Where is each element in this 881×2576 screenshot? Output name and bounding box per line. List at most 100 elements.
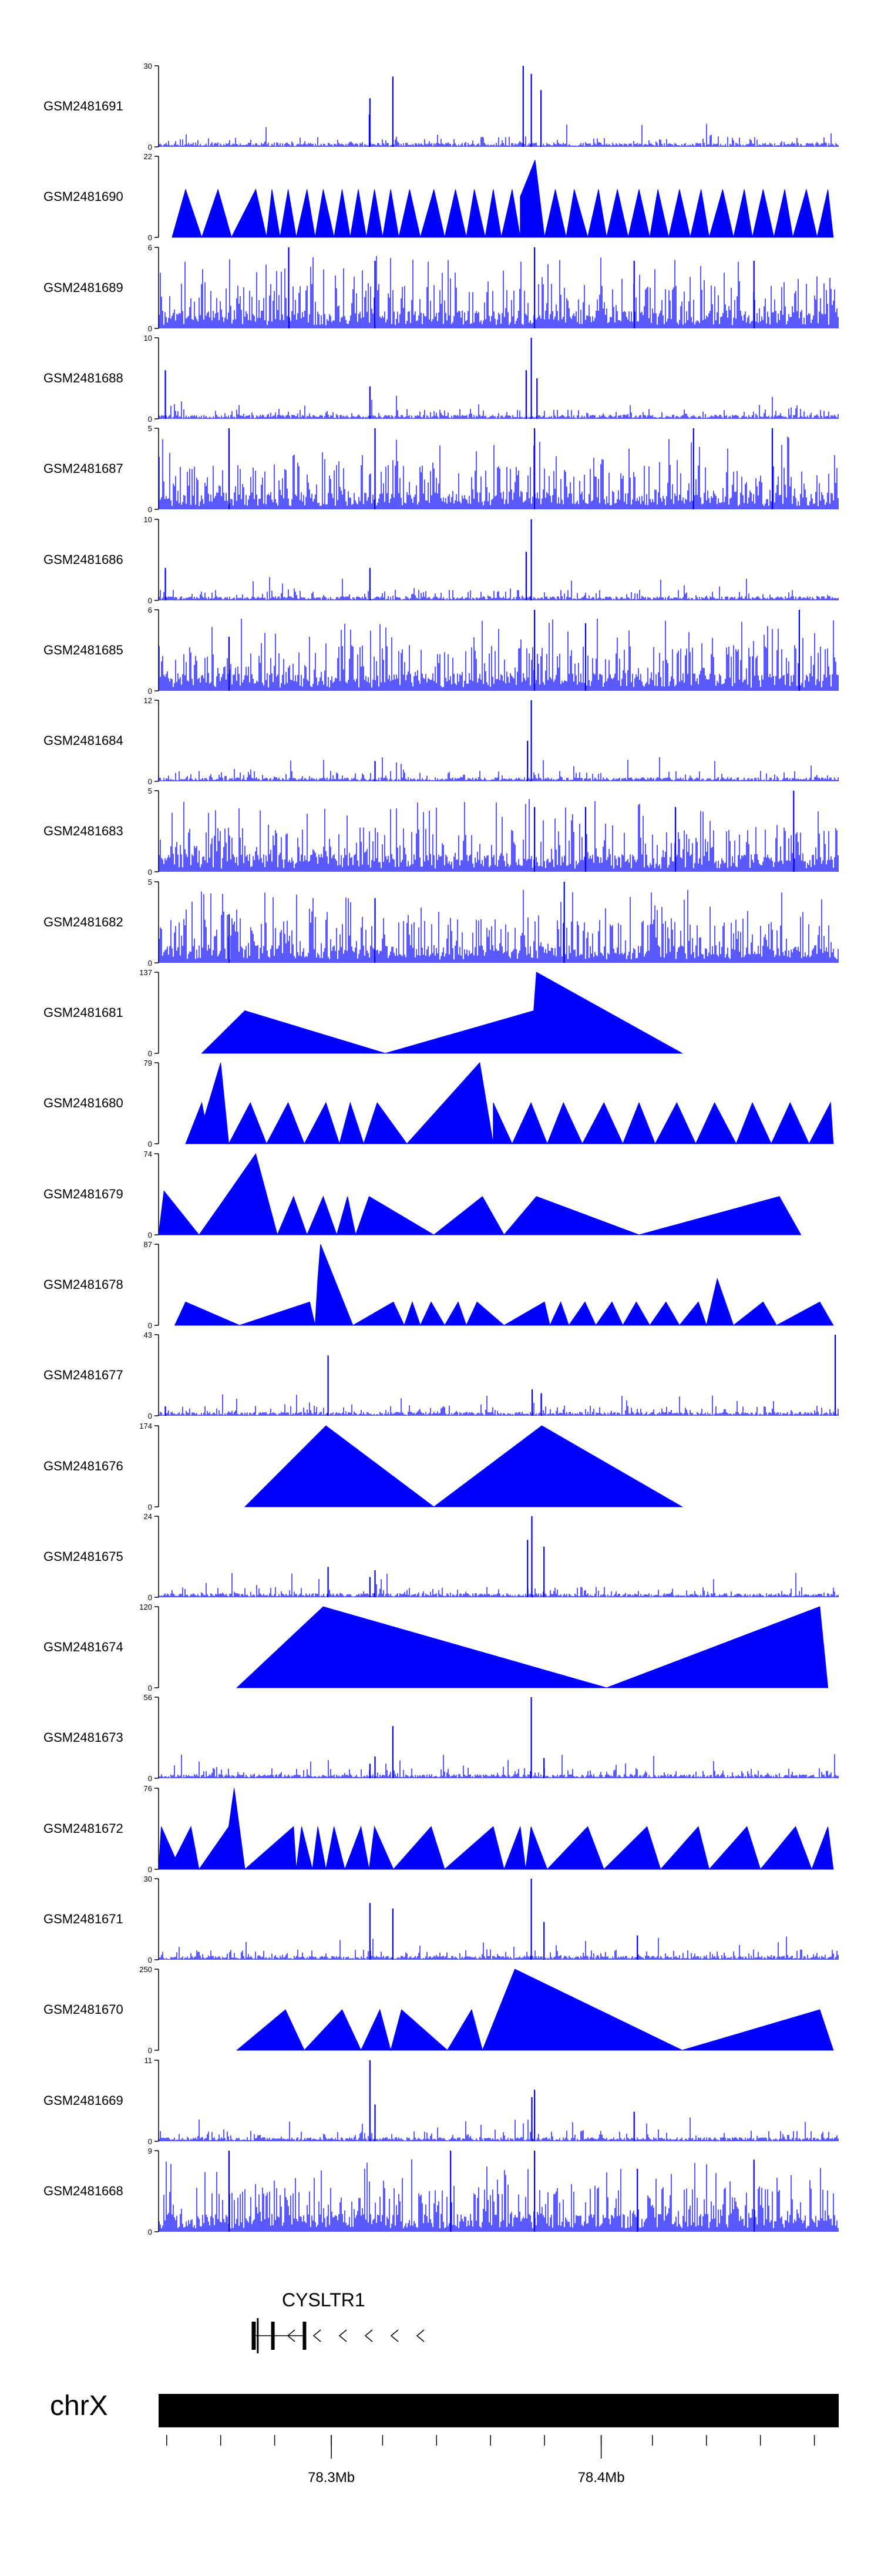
y-min-label: 0 — [148, 1684, 152, 1692]
y-min-label: 0 — [148, 1956, 152, 1964]
strand-arrow-icon — [364, 2329, 373, 2342]
y-max-label: 87 — [144, 1240, 152, 1249]
y-min-label: 0 — [148, 959, 152, 968]
track: GSM2481675 24 0 — [43, 1512, 839, 1602]
track-label: GSM2481682 — [43, 915, 123, 929]
y-max-label: 5 — [148, 787, 152, 795]
y-max-label: 9 — [148, 2147, 152, 2155]
exon — [302, 2322, 307, 2350]
y-min-label: 0 — [148, 596, 152, 605]
y-min-label: 0 — [148, 1049, 152, 1058]
signal-bars — [159, 757, 839, 781]
track-label: GSM2481674 — [43, 1640, 123, 1654]
y-max-label: 43 — [144, 1331, 152, 1339]
y-min-label: 0 — [148, 1412, 152, 1420]
signal-bars — [159, 799, 839, 872]
y-max-label: 22 — [144, 152, 152, 161]
track: GSM2481672 76 0 — [43, 1784, 834, 1874]
signal-bars — [159, 395, 839, 419]
track-label: GSM2481685 — [43, 643, 123, 657]
y-min-label: 0 — [148, 2137, 152, 2146]
track-label: GSM2481680 — [43, 1096, 123, 1110]
y-max-label: 174 — [139, 1422, 152, 1430]
signal-bars — [159, 889, 839, 963]
y-max-label: 12 — [144, 696, 152, 705]
y-max-label: 120 — [139, 1603, 152, 1611]
y-max-label: 76 — [144, 1784, 152, 1793]
signal-area — [236, 1606, 829, 1688]
track-label: GSM2481671 — [43, 1912, 123, 1926]
signal-bars — [159, 2117, 839, 2141]
signal-bars — [159, 2159, 839, 2232]
y-max-label: 79 — [144, 1059, 152, 1067]
y-min-label: 0 — [148, 1503, 152, 1512]
signal-area — [244, 1425, 684, 1507]
signal-bars — [159, 1936, 839, 1960]
signal-bars — [159, 123, 839, 147]
y-min-label: 0 — [148, 324, 152, 333]
y-min-label: 0 — [148, 1774, 152, 1783]
y-min-label: 0 — [148, 1140, 152, 1148]
gene-annotation-track: CYSLTR1 — [251, 2289, 425, 2353]
track-label: GSM2481669 — [43, 2093, 123, 2108]
y-min-label: 0 — [148, 143, 152, 152]
y-max-label: 137 — [139, 968, 152, 977]
strand-arrow-icon — [390, 2329, 399, 2342]
track: GSM2481689 6 0 — [43, 243, 839, 333]
y-max-label: 74 — [144, 1150, 152, 1158]
y-min-label: 0 — [148, 2046, 152, 2055]
track-label: GSM2481681 — [43, 1005, 123, 1020]
chromosome-axis: chrX 78.3Mb 78.4Mb — [50, 2390, 839, 2486]
chromosome-bar — [159, 2394, 839, 2427]
strand-arrow-icon — [287, 2329, 295, 2342]
strand-arrow-icon — [312, 2329, 321, 2342]
signal-area — [201, 972, 684, 1054]
signal-area — [174, 1244, 834, 1326]
exon — [271, 2322, 275, 2350]
axis-tick-label: 78.4Mb — [578, 2470, 625, 2486]
y-max-label: 30 — [144, 62, 152, 70]
signal-area — [158, 1153, 802, 1236]
track: GSM2481688 10 0 — [43, 334, 839, 424]
track: GSM2481687 5 0 — [43, 424, 839, 514]
track-label: GSM2481688 — [43, 371, 123, 385]
track-label: GSM2481678 — [43, 1277, 123, 1292]
signal-bars — [159, 256, 839, 328]
track: GSM2481673 56 0 — [43, 1693, 839, 1783]
y-min-label: 0 — [148, 415, 152, 424]
y-max-label: 11 — [144, 2056, 153, 2065]
signal-bars — [159, 436, 839, 509]
signal-bars — [159, 577, 839, 600]
y-max-label: 6 — [148, 606, 152, 614]
track: GSM2481682 5 0 — [43, 878, 839, 968]
strand-arrow-icon — [338, 2329, 347, 2342]
track: GSM2481669 11 0 — [43, 2056, 839, 2146]
track-label: GSM2481670 — [43, 2002, 123, 2017]
track-label: GSM2481689 — [43, 280, 123, 295]
track: GSM2481674 120 0 — [43, 1603, 829, 1692]
track: GSM2481685 6 0 — [43, 606, 839, 696]
y-min-label: 0 — [148, 777, 152, 786]
track: GSM2481680 79 0 — [43, 1059, 834, 1148]
track-label: GSM2481679 — [43, 1187, 123, 1201]
track-label: GSM2481686 — [43, 552, 123, 567]
track-label: GSM2481690 — [43, 189, 123, 204]
y-max-label: 30 — [144, 1875, 152, 1883]
track: GSM2481677 43 0 — [43, 1331, 839, 1420]
y-max-label: 56 — [144, 1693, 152, 1702]
track: GSM2481690 22 0 — [43, 152, 834, 242]
signal-bars — [159, 1394, 839, 1416]
y-min-label: 0 — [148, 1231, 152, 1240]
track: GSM2481681 137 0 — [43, 968, 684, 1058]
track: GSM2481684 12 0 — [43, 696, 839, 786]
signal-area — [236, 1969, 834, 2051]
track: GSM2481683 5 0 — [43, 787, 839, 876]
track-label: GSM2481683 — [43, 824, 123, 838]
track-label: GSM2481691 — [43, 99, 123, 113]
track: GSM2481686 10 0 — [43, 515, 839, 605]
axis-tick-label: 78.3Mb — [308, 2470, 355, 2486]
track-label: GSM2481672 — [43, 1821, 123, 1836]
y-max-label: 5 — [148, 878, 152, 886]
y-max-label: 10 — [144, 515, 152, 524]
